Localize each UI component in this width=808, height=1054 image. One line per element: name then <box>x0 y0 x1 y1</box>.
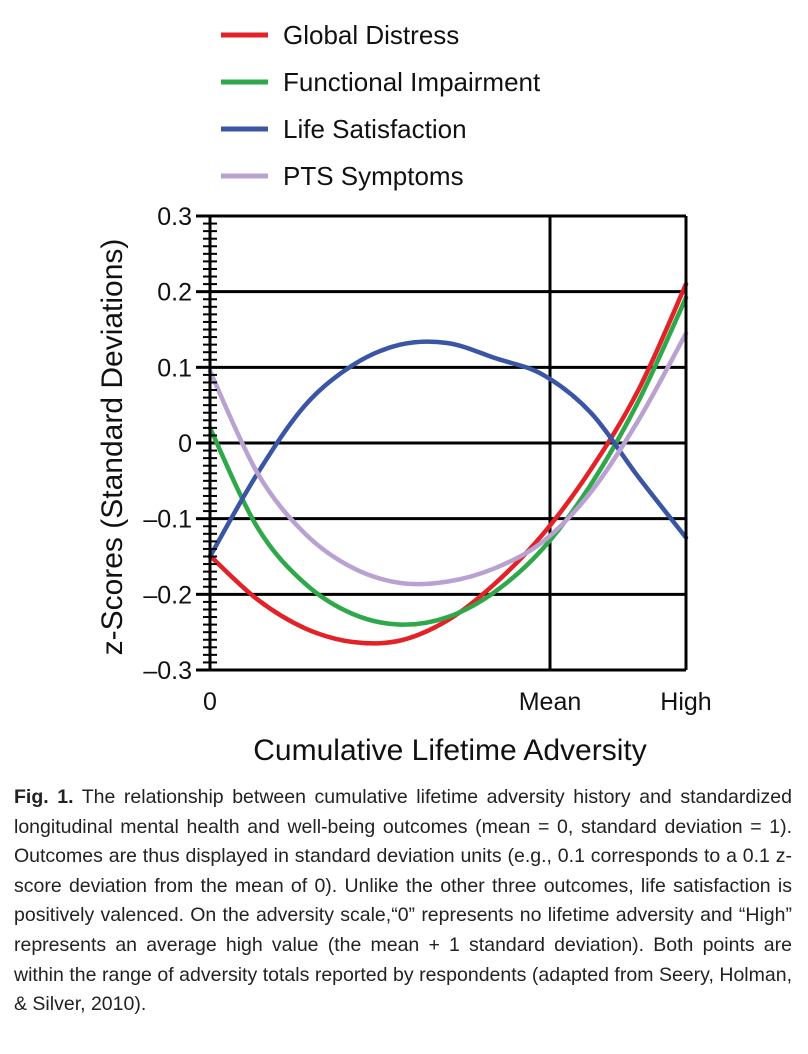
legend-label-functional-impairment: Functional Impairment <box>283 67 541 97</box>
y-axis-title: z-Scores (Standard Deviations) <box>96 239 129 656</box>
x-tick-label: Mean <box>519 688 582 716</box>
y-tick-label: 0.1 <box>157 354 192 382</box>
legend-label-pts-symptoms: PTS Symptoms <box>283 161 464 191</box>
figure-caption: Fig. 1. The relationship between cumulat… <box>14 783 792 1020</box>
x-axis-title: Cumulative Lifetime Adversity <box>253 734 647 767</box>
series-line-life-satisfaction <box>207 339 689 559</box>
y-tick-label: 0 <box>178 430 192 458</box>
series-lines <box>207 281 689 646</box>
legend-label-life-satisfaction: Life Satisfaction <box>283 114 467 144</box>
x-tick-label: 0 <box>203 688 217 716</box>
y-tick-label: –0.2 <box>143 581 192 609</box>
axis-ticks: 0.3 0.2 0.1 0 –0.1 –0.2 –0.3 0 Mean High <box>143 203 711 716</box>
caption-text: The relationship between cumulative life… <box>14 786 792 1016</box>
legend-label-global-distress: Global Distress <box>283 20 459 50</box>
y-tick-label: 0.2 <box>157 279 192 307</box>
y-tick-label: –0.3 <box>143 657 192 685</box>
series-line-global-distress <box>207 281 689 646</box>
caption-label: Fig. 1. <box>14 786 74 808</box>
y-tick-label: 0.3 <box>157 203 192 231</box>
x-tick-label: High <box>660 688 711 716</box>
y-tick-label: –0.1 <box>143 506 192 534</box>
series-line-pts-symptoms <box>207 331 689 587</box>
chart-legend: Global Distress Functional Impairment Life… <box>221 20 541 191</box>
series-line-functional-impairment <box>207 295 689 627</box>
